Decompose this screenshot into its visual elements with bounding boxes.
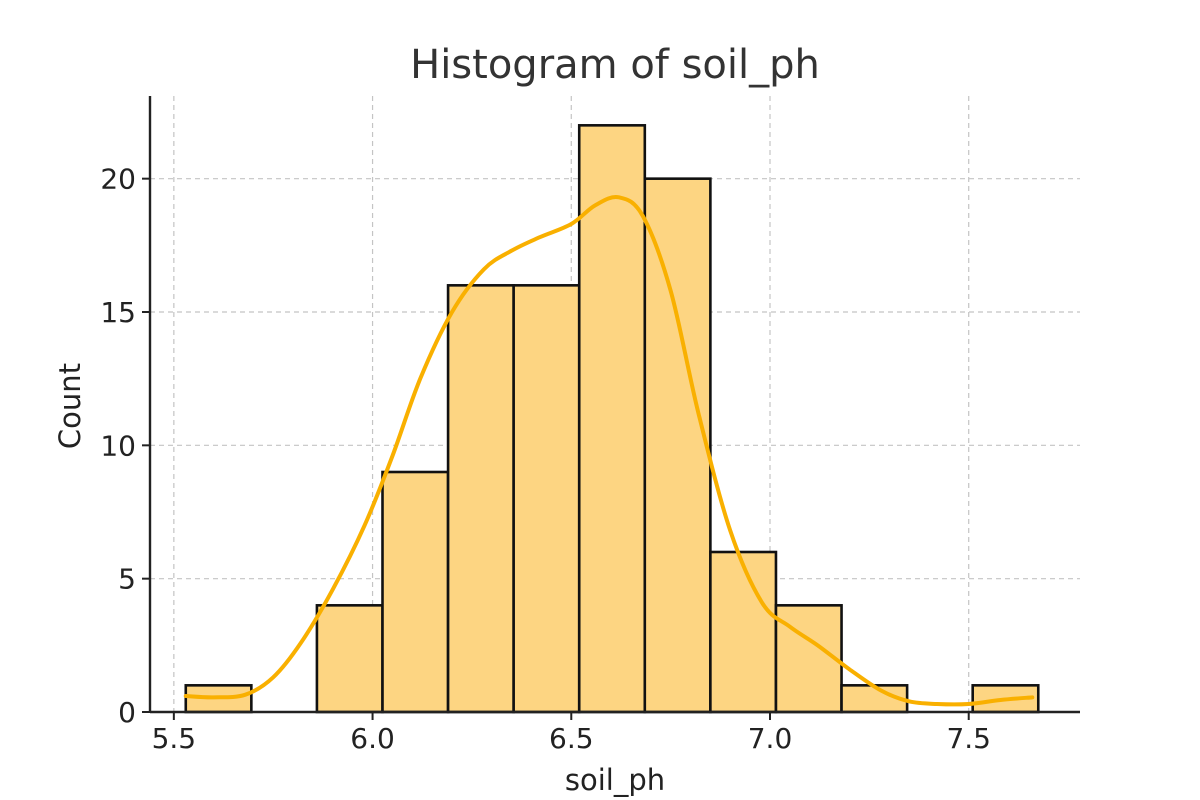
axes-spines	[148, 96, 1080, 714]
histogram-bar-5	[512, 284, 581, 714]
y-tick-label-0: 0	[118, 696, 136, 729]
y-tick-label-2: 10	[100, 429, 136, 462]
x-axis-label: soil_ph	[565, 763, 665, 797]
histogram-bar-6	[577, 124, 647, 714]
y-tick-label-1: 5	[118, 563, 136, 596]
histogram-bar-4	[446, 284, 515, 714]
x-tick-label-4: 7.5	[946, 722, 991, 755]
x-tick-label-1: 6.0	[350, 722, 395, 755]
y-axis-ticks: 0 5 10 15 20	[100, 163, 150, 729]
kde-curve	[183, 194, 1035, 707]
y-axis-label: Count	[53, 363, 87, 449]
histogram-bar-7	[643, 177, 712, 714]
x-tick-label-2: 6.5	[549, 722, 594, 755]
histogram-bar-3	[381, 470, 450, 714]
x-tick-label-3: 7.0	[748, 722, 793, 755]
y-tick-label-4: 20	[100, 163, 136, 196]
chart-title: Histogram of soil_ph	[410, 42, 820, 88]
histogram-bar-8	[709, 550, 778, 714]
histogram-bar-2	[315, 604, 384, 714]
y-tick-label-3: 15	[100, 296, 136, 329]
histogram-bar-9	[774, 604, 843, 714]
histogram-bars	[184, 124, 1040, 714]
x-axis-ticks: 5.5 6.0 6.5 7.0 7.5	[152, 712, 991, 755]
x-tick-label-0: 5.5	[152, 722, 197, 755]
